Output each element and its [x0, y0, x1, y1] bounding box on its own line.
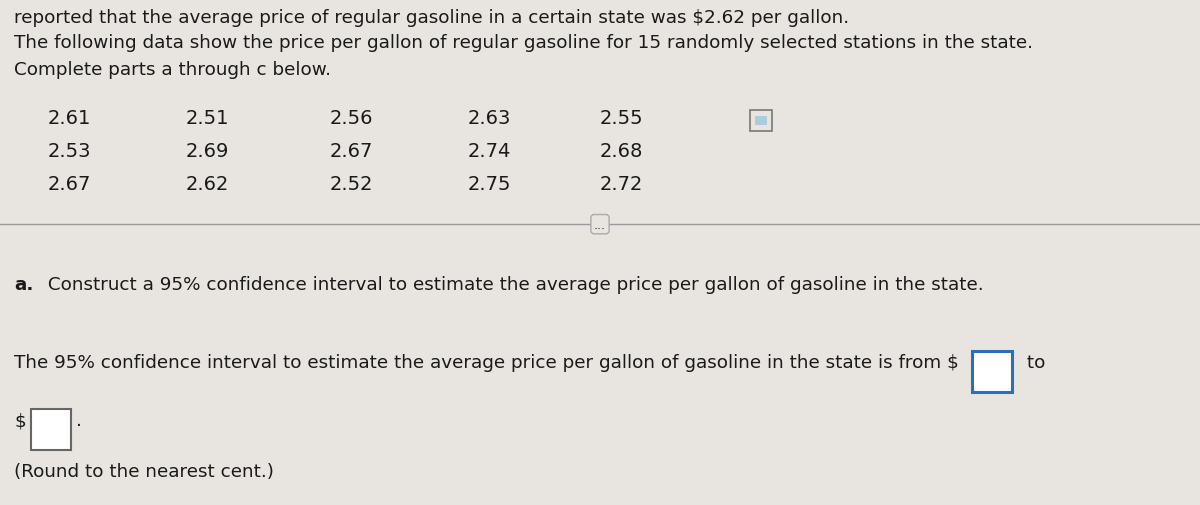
Text: 2.61: 2.61: [48, 109, 91, 128]
Text: 2.53: 2.53: [48, 141, 91, 161]
Text: a.: a.: [14, 275, 34, 293]
FancyBboxPatch shape: [750, 111, 772, 131]
Text: ...: ...: [594, 218, 606, 231]
Text: 2.67: 2.67: [330, 141, 373, 161]
Text: .: .: [76, 412, 82, 430]
FancyBboxPatch shape: [31, 410, 71, 450]
Text: Complete parts a through c below.: Complete parts a through c below.: [14, 61, 331, 79]
Text: 2.68: 2.68: [600, 141, 643, 161]
Text: The 95% confidence interval to estimate the average price per gallon of gasoline: The 95% confidence interval to estimate …: [14, 354, 959, 372]
Text: $: $: [14, 412, 26, 430]
Text: 2.51: 2.51: [186, 109, 229, 128]
Text: 2.55: 2.55: [600, 109, 643, 128]
FancyBboxPatch shape: [972, 351, 1012, 392]
Text: 2.52: 2.52: [330, 174, 373, 193]
Text: 2.75: 2.75: [468, 174, 511, 193]
Text: The following data show the price per gallon of regular gasoline for 15 randomly: The following data show the price per ga…: [14, 34, 1033, 53]
Text: 2.56: 2.56: [330, 109, 373, 128]
Text: 2.62: 2.62: [186, 174, 229, 193]
Text: reported that the average price of regular gasoline in a certain state was $2.62: reported that the average price of regul…: [14, 9, 850, 27]
Text: 2.67: 2.67: [48, 174, 91, 193]
Text: 2.63: 2.63: [468, 109, 511, 128]
FancyBboxPatch shape: [755, 117, 767, 126]
Text: to: to: [1021, 354, 1045, 372]
Text: (Round to the nearest cent.): (Round to the nearest cent.): [14, 462, 275, 480]
Text: 2.69: 2.69: [186, 141, 229, 161]
Text: 2.74: 2.74: [468, 141, 511, 161]
Text: Construct a 95% confidence interval to estimate the average price per gallon of : Construct a 95% confidence interval to e…: [42, 275, 984, 293]
Text: 2.72: 2.72: [600, 174, 643, 193]
